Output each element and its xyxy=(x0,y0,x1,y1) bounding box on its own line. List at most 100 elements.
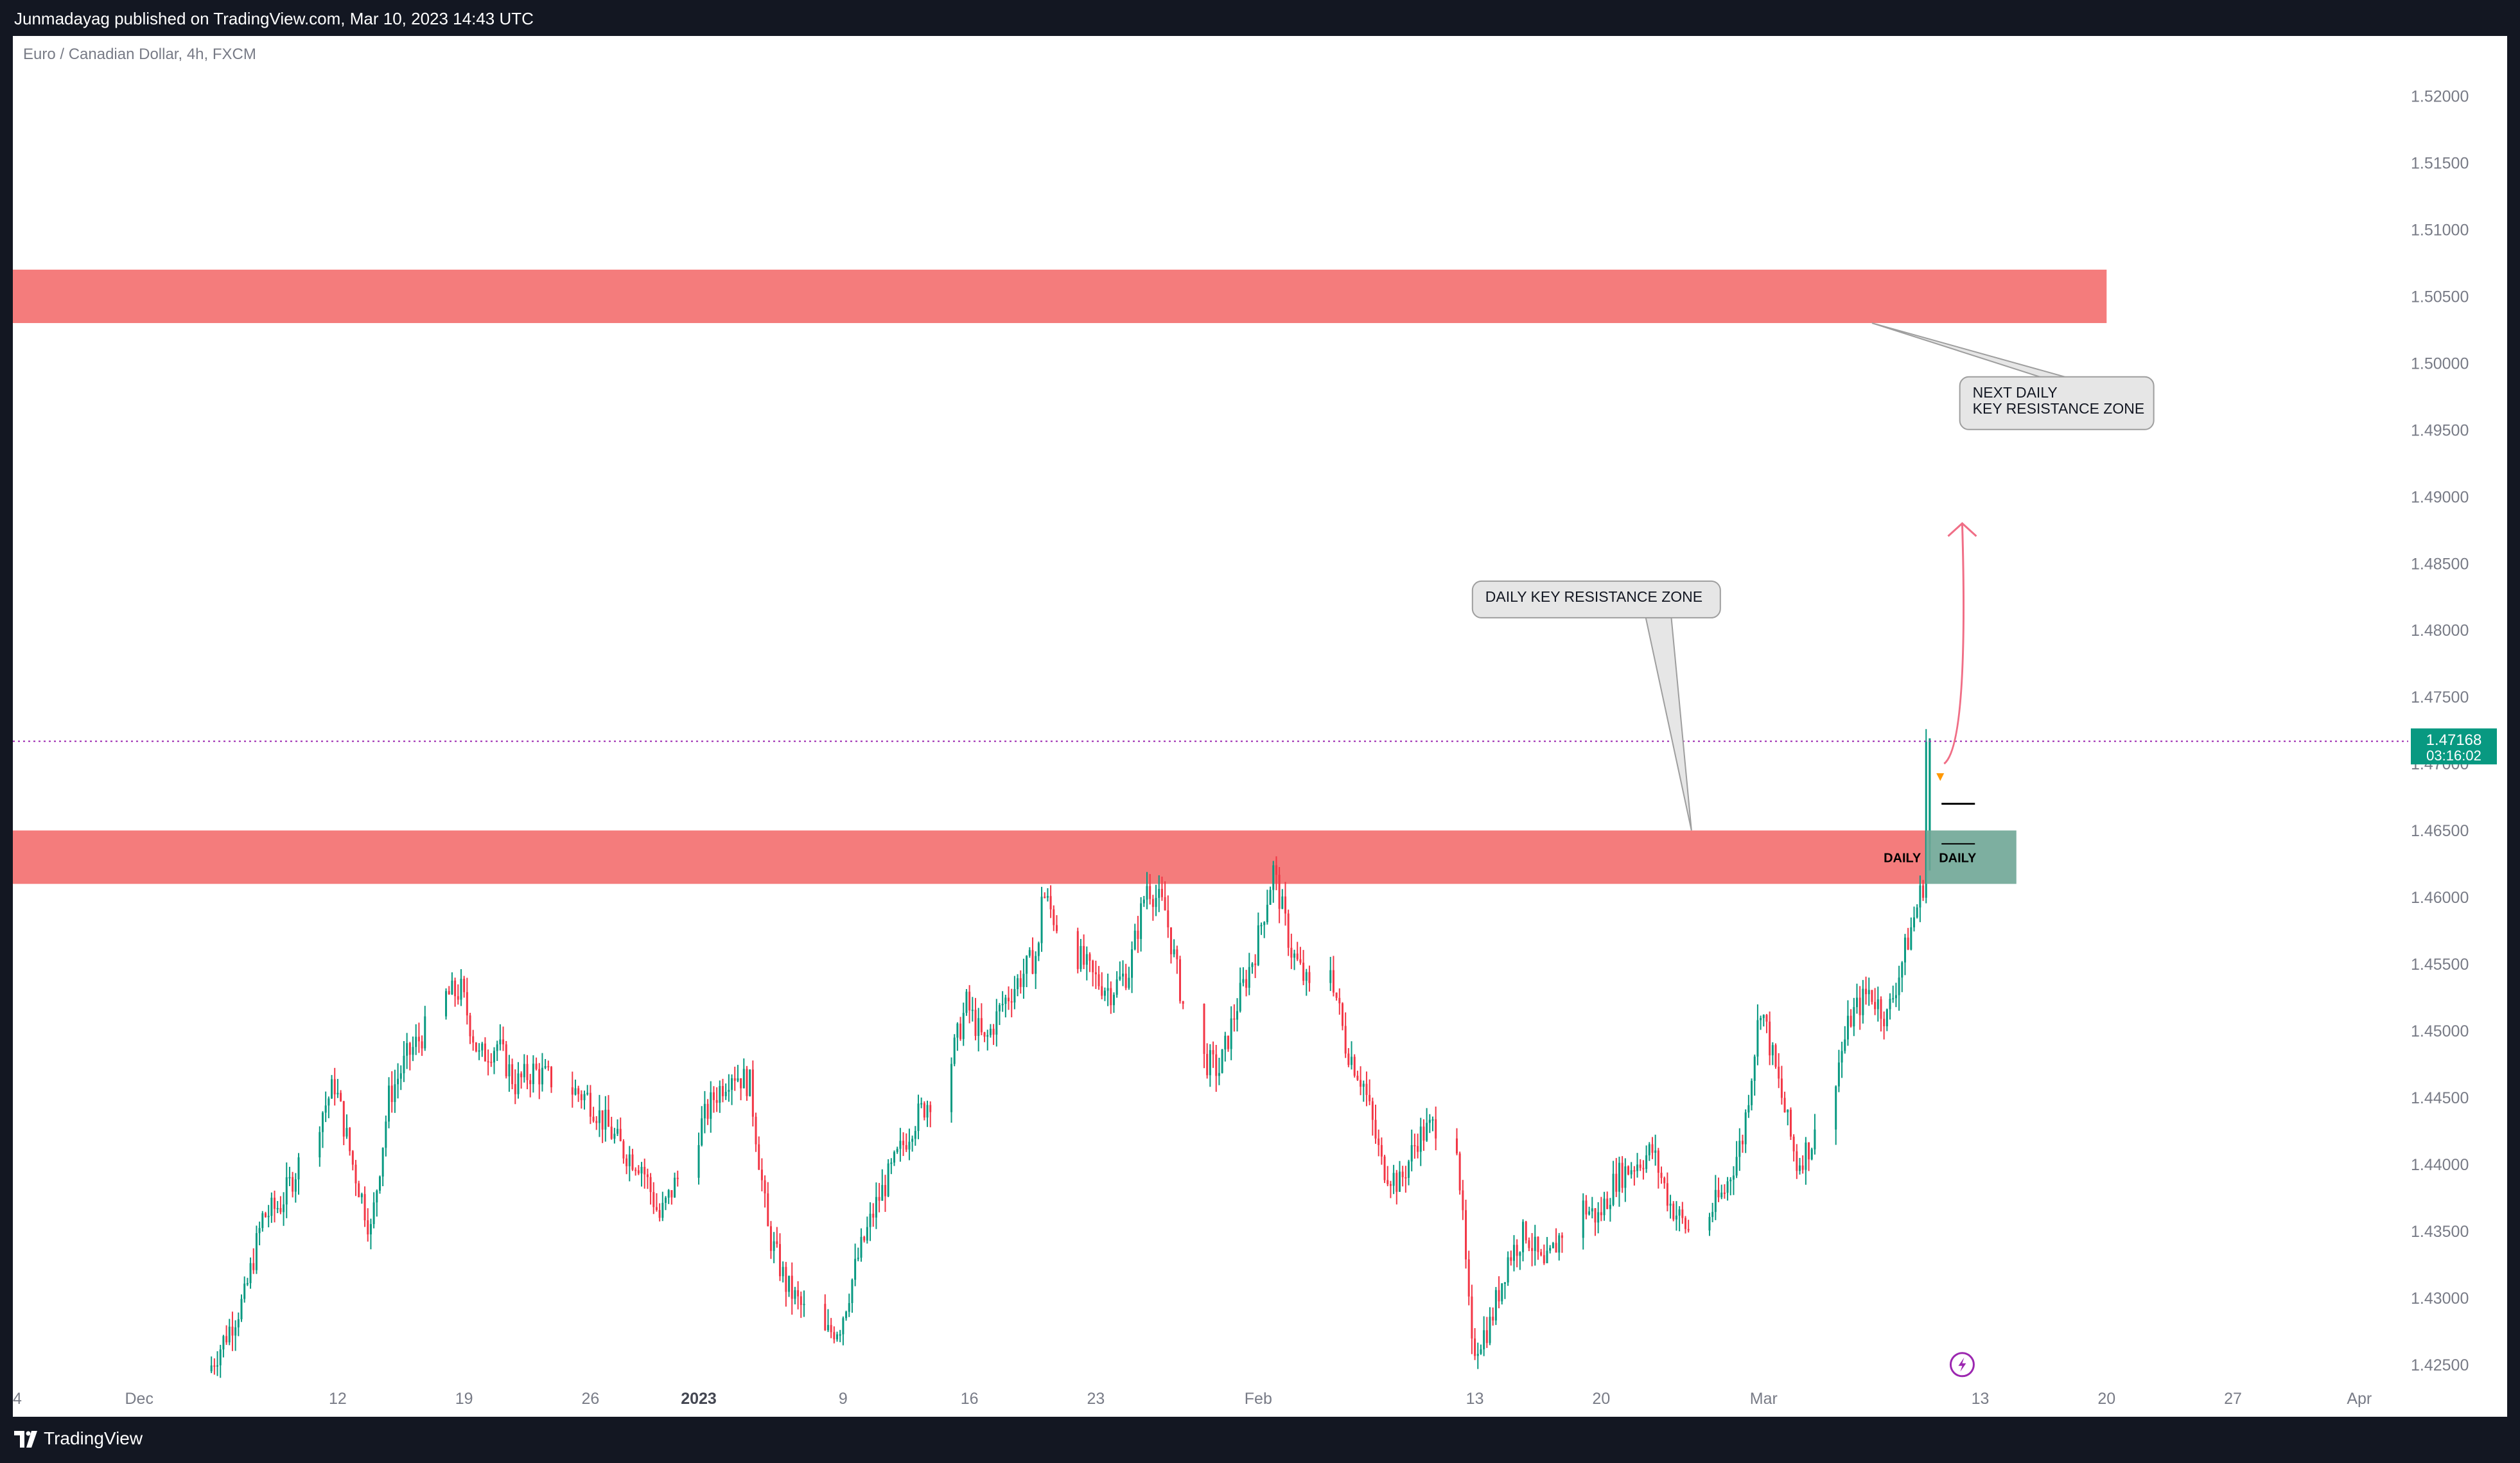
candle xyxy=(1889,999,1891,1010)
candle xyxy=(1729,1179,1732,1182)
candle xyxy=(460,978,462,1000)
candle xyxy=(412,1047,414,1055)
candle xyxy=(532,1064,534,1085)
candle xyxy=(833,1332,836,1340)
candle xyxy=(1365,1083,1368,1095)
candle xyxy=(1669,1204,1672,1206)
candle xyxy=(1308,972,1311,983)
candle xyxy=(1609,1205,1611,1209)
candle xyxy=(493,1051,495,1063)
candle xyxy=(1080,946,1082,969)
candle xyxy=(751,1069,754,1117)
candle xyxy=(887,1163,889,1196)
candle xyxy=(923,1103,925,1118)
chart-area[interactable]: Euro / Canadian Dollar, 4h, FXCM 1.52000 1… xyxy=(13,36,2507,1417)
candle xyxy=(1558,1235,1561,1253)
candle xyxy=(1287,913,1290,948)
candle xyxy=(989,1028,992,1035)
candle xyxy=(1892,998,1894,1000)
candle xyxy=(1182,1001,1184,1004)
candle xyxy=(538,1069,541,1085)
candle xyxy=(1110,988,1112,1006)
current-price-label: 1.47168 xyxy=(2426,732,2482,749)
candle xyxy=(1151,898,1154,907)
candle xyxy=(827,1325,829,1331)
candle xyxy=(1726,1181,1729,1193)
projection-arrow[interactable] xyxy=(1943,523,1965,765)
candle xyxy=(448,991,450,995)
candle xyxy=(535,1064,538,1069)
candle xyxy=(1044,897,1046,898)
candle xyxy=(1681,1209,1684,1218)
candle xyxy=(959,1023,962,1039)
candle xyxy=(1771,1045,1774,1056)
daily-resistance-zone[interactable] xyxy=(13,830,1927,884)
callout-text: KEY RESISTANCE ZONE xyxy=(1973,400,2145,417)
candle xyxy=(674,1177,676,1198)
candle xyxy=(893,1152,896,1163)
callout-daily[interactable]: DAILY KEY RESISTANCE ZONE xyxy=(1471,580,1721,831)
candle xyxy=(1353,1056,1356,1076)
candle xyxy=(1040,897,1043,943)
candle xyxy=(1233,1018,1236,1020)
candle xyxy=(580,1094,582,1101)
tradingview-logo-icon[interactable] xyxy=(14,1431,40,1448)
candle xyxy=(1543,1255,1545,1263)
candle xyxy=(1142,899,1145,904)
candle xyxy=(1684,1218,1686,1229)
candle xyxy=(1582,1200,1584,1238)
candle xyxy=(911,1139,914,1142)
candle xyxy=(782,1266,784,1277)
candle xyxy=(1428,1119,1431,1123)
brand-name[interactable]: TradingView xyxy=(44,1428,143,1448)
candle xyxy=(1022,974,1025,987)
candle xyxy=(1392,1173,1395,1186)
candle xyxy=(794,1290,796,1299)
candle xyxy=(1179,959,1182,1001)
candle xyxy=(399,1073,402,1079)
candle xyxy=(246,1283,249,1284)
candle xyxy=(1085,954,1088,965)
y-tick-label: 1.45000 xyxy=(2411,1022,2469,1040)
candle xyxy=(890,1162,893,1164)
candle xyxy=(1747,1105,1750,1113)
candle xyxy=(1053,909,1055,925)
candle xyxy=(342,1101,345,1137)
candle xyxy=(1413,1145,1416,1147)
candle xyxy=(869,1213,871,1227)
daily-box[interactable] xyxy=(1926,830,2017,884)
candle xyxy=(1467,1259,1470,1297)
candle xyxy=(1026,956,1028,974)
candle xyxy=(1485,1330,1488,1344)
candle xyxy=(1714,1189,1717,1213)
candle xyxy=(237,1319,240,1327)
candlestick-chart[interactable]: Euro / Canadian Dollar, 4h, FXCM 1.52000 1… xyxy=(13,36,2507,1417)
candle xyxy=(779,1244,782,1277)
candle xyxy=(643,1166,646,1175)
candle xyxy=(1299,959,1302,963)
candle xyxy=(658,1210,661,1218)
candle xyxy=(1004,997,1007,1004)
candle xyxy=(349,1128,351,1152)
candle xyxy=(1856,997,1859,1008)
candle xyxy=(1351,1056,1353,1065)
candle xyxy=(1552,1243,1554,1248)
candle xyxy=(408,1043,411,1055)
x-tick-label: Mar xyxy=(1750,1390,1778,1408)
candle xyxy=(1898,977,1900,995)
candle xyxy=(487,1061,489,1063)
candle xyxy=(758,1144,760,1170)
candle xyxy=(1347,1053,1350,1065)
candle xyxy=(1101,986,1103,996)
y-tick-label: 1.44000 xyxy=(2411,1156,2469,1174)
candle xyxy=(1173,949,1175,954)
candle xyxy=(965,992,968,1013)
candle xyxy=(363,1194,366,1221)
candle xyxy=(1916,907,1918,918)
candle xyxy=(457,996,459,1000)
candle xyxy=(1155,898,1157,907)
next-daily-resistance-zone[interactable] xyxy=(13,269,2107,324)
candle xyxy=(1865,988,1868,995)
candle xyxy=(737,1078,739,1081)
